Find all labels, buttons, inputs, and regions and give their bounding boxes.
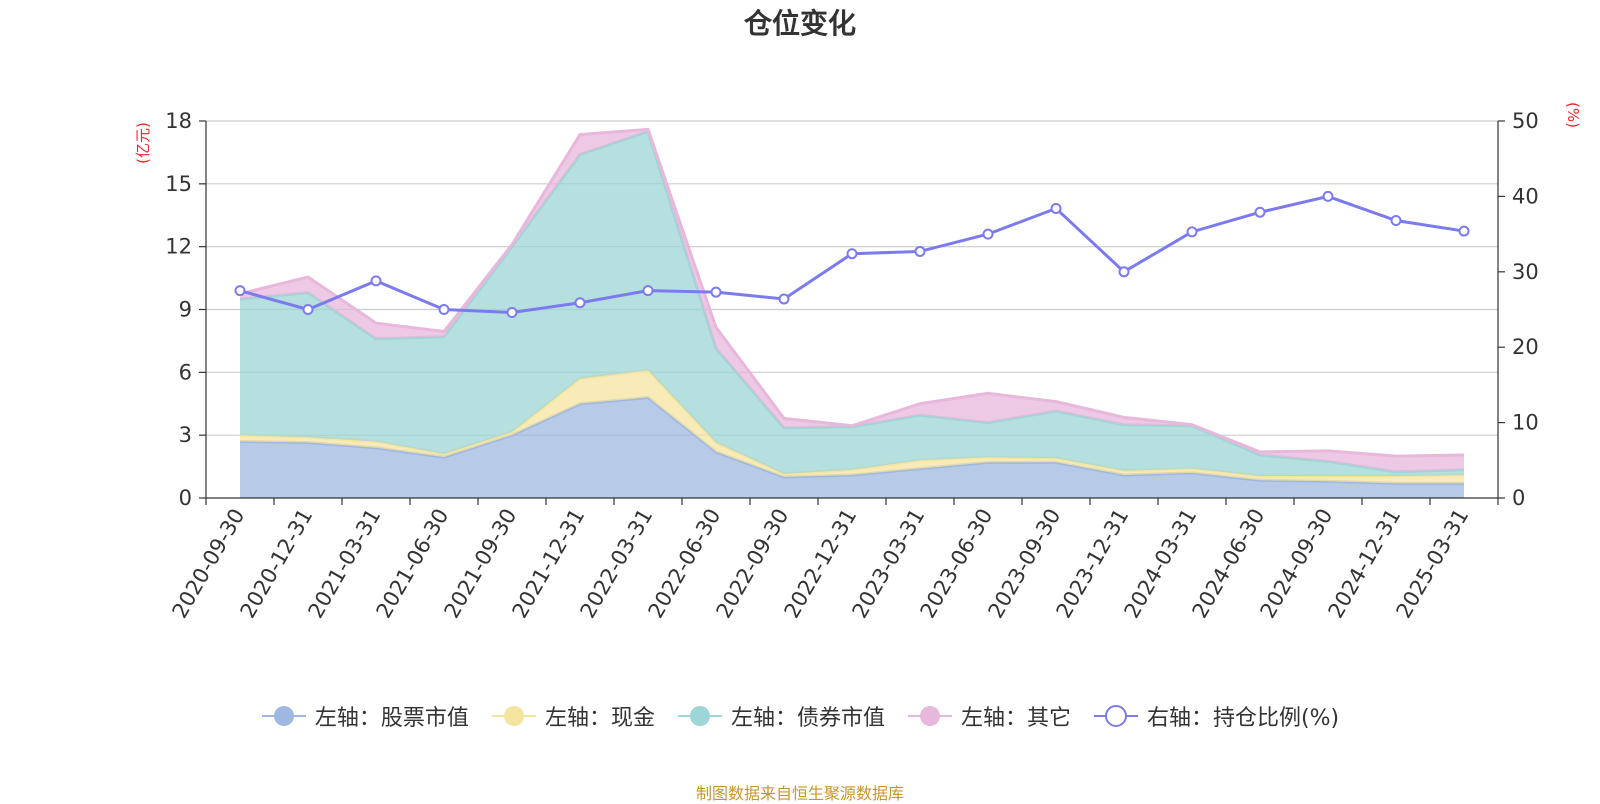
right-axis-tick-label: 10 bbox=[1512, 411, 1539, 435]
x-axis-tick-label: 2025-03-31 bbox=[1392, 505, 1474, 623]
ratio-point bbox=[506, 307, 518, 319]
x-axis-tick-label: 2023-12-31 bbox=[1052, 505, 1134, 623]
ratio-point bbox=[642, 285, 654, 297]
ratio-point bbox=[1186, 226, 1198, 238]
legend-label: 左轴：债券市值 bbox=[730, 706, 885, 731]
legend-area-marker-icon bbox=[907, 706, 952, 726]
x-axis-tick-label: 2022-06-30 bbox=[644, 505, 726, 623]
ratio-point bbox=[982, 228, 994, 240]
x-axis-tick-label: 2021-03-31 bbox=[304, 505, 386, 623]
left-axis-tick-label: 6 bbox=[179, 360, 192, 384]
chart-title: 仓位变化 bbox=[744, 7, 856, 40]
legend-item[interactable]: 右轴：持仓比例(%) bbox=[1093, 700, 1339, 732]
source-note: 制图数据来自恒生聚源数据库 bbox=[695, 784, 904, 803]
x-axis-tick-label: 2021-09-30 bbox=[440, 505, 522, 623]
x-axis-tick-label: 2023-06-30 bbox=[916, 505, 998, 623]
ratio-point bbox=[1322, 190, 1334, 202]
right-axis-tick-label: 0 bbox=[1512, 486, 1525, 510]
area-edge-line bbox=[239, 127, 1465, 458]
ratio-point bbox=[1254, 206, 1266, 218]
ratio-point bbox=[234, 285, 246, 297]
ratio-point bbox=[914, 245, 926, 257]
left-axis-tick-label: 3 bbox=[179, 423, 192, 447]
ratio-point bbox=[1458, 225, 1470, 237]
right-axis-tick-label: 40 bbox=[1512, 184, 1539, 208]
legend-area-marker-icon bbox=[491, 706, 536, 726]
legend-item[interactable]: 左轴：债券市值 bbox=[677, 700, 885, 732]
x-axis-tick-label: 2020-12-31 bbox=[236, 505, 318, 623]
x-axis-tick-label: 2024-12-31 bbox=[1324, 505, 1406, 623]
x-axis-tick-label: 2024-03-31 bbox=[1120, 505, 1202, 623]
ratio-point bbox=[710, 286, 722, 298]
right-axis-tick-label: 30 bbox=[1512, 260, 1539, 284]
left-axis-tick-label: 0 bbox=[179, 486, 192, 510]
ratio-point bbox=[1118, 266, 1130, 278]
area-band bbox=[240, 397, 1464, 498]
x-axis-tick-label: 2021-06-30 bbox=[372, 505, 454, 623]
ratio-point bbox=[778, 293, 790, 305]
ratio-point bbox=[1390, 215, 1402, 227]
ratio-line-series bbox=[234, 190, 1470, 319]
left-axis-tick-label: 9 bbox=[179, 298, 192, 322]
ratio-point bbox=[846, 248, 858, 260]
ratio-point bbox=[370, 275, 382, 287]
area-series bbox=[239, 127, 1465, 498]
x-axis-tick-label: 2022-12-31 bbox=[780, 505, 862, 623]
left-axis-tick-label: 15 bbox=[165, 172, 192, 196]
right-axis-unit: (%) bbox=[1564, 102, 1582, 128]
x-axis-tick-label: 2023-03-31 bbox=[848, 505, 930, 623]
ratio-point bbox=[302, 304, 314, 315]
ratio-point bbox=[1050, 202, 1062, 214]
x-axis-tick-label: 2021-12-31 bbox=[508, 505, 590, 623]
left-axis-unit: (亿元) bbox=[134, 122, 152, 164]
ratio-point bbox=[438, 304, 450, 315]
legend: 左轴：股票市值 左轴：现金 左轴：债券市值 左轴：其它 右轴：持仓比例(%) bbox=[0, 700, 1600, 732]
left-axis-tick-label: 12 bbox=[165, 235, 192, 259]
legend-label: 右轴：持仓比例(%) bbox=[1146, 706, 1340, 731]
x-axis-tick-label: 2024-09-30 bbox=[1256, 505, 1338, 623]
legend-area-marker-icon bbox=[261, 706, 306, 726]
legend-item[interactable]: 左轴：股票市值 bbox=[261, 700, 469, 732]
legend-item[interactable]: 左轴：现金 bbox=[491, 700, 655, 732]
ratio-point bbox=[574, 297, 586, 309]
right-axis-tick-label: 20 bbox=[1512, 335, 1539, 359]
legend-line-marker-icon bbox=[1093, 705, 1138, 727]
legend-label: 左轴：股票市值 bbox=[314, 706, 469, 731]
x-axis-tick-label: 2022-09-30 bbox=[712, 505, 794, 623]
legend-item[interactable]: 左轴：其它 bbox=[907, 700, 1071, 732]
legend-label: 左轴：现金 bbox=[544, 706, 655, 731]
legend-area-marker-icon bbox=[677, 706, 722, 726]
left-axis-tick-label: 18 bbox=[165, 109, 192, 133]
area-band bbox=[240, 131, 1464, 477]
x-axis-tick-label: 2023-09-30 bbox=[984, 505, 1066, 623]
right-axis-tick-label: 50 bbox=[1512, 109, 1539, 133]
x-axis-tick-label: 2024-06-30 bbox=[1188, 505, 1270, 623]
legend-label: 左轴：其它 bbox=[960, 706, 1071, 731]
x-axis-tick-label: 2020-09-30 bbox=[168, 505, 250, 623]
x-axis-tick-label: 2022-03-31 bbox=[576, 505, 658, 623]
